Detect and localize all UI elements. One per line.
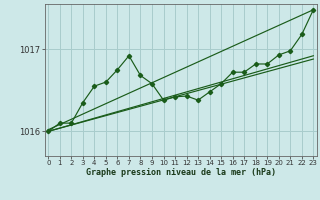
X-axis label: Graphe pression niveau de la mer (hPa): Graphe pression niveau de la mer (hPa) xyxy=(86,168,276,177)
